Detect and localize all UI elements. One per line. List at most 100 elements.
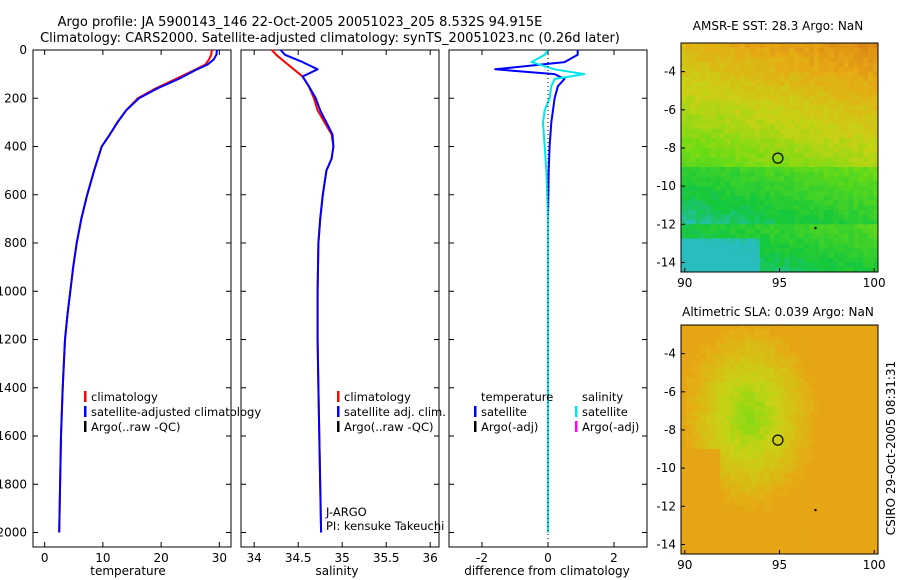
sst-map-cell xyxy=(828,214,835,220)
sst-map-cell xyxy=(789,85,795,92)
sla-map-cell xyxy=(784,329,790,335)
sst-map-cell xyxy=(710,133,716,139)
sst-map-cell xyxy=(685,209,692,216)
sst-map-cell xyxy=(853,143,859,149)
sst-map-cell xyxy=(695,209,702,216)
sla-map-cell xyxy=(720,530,726,536)
sla-map-cell xyxy=(848,377,854,383)
sst-map-cell xyxy=(858,257,864,263)
sla-map-cell xyxy=(868,325,874,331)
sla-map-cell xyxy=(754,534,761,541)
sst-map-cell xyxy=(715,248,721,254)
sst-map-cell xyxy=(710,224,716,230)
sst-map-cell xyxy=(784,200,790,206)
sla-map-cell xyxy=(779,382,785,388)
sst-map-cell xyxy=(700,71,707,77)
sst-map-cell xyxy=(848,157,854,163)
sla-map-cell xyxy=(848,406,854,412)
sla-map-cell xyxy=(774,367,780,374)
sla-map-cell xyxy=(784,420,790,426)
sst-map-cell xyxy=(749,114,756,120)
sst-map-cell xyxy=(754,262,761,268)
sla-map-cell xyxy=(809,511,815,517)
sla-map-cell xyxy=(681,387,687,393)
sla-map-cell xyxy=(873,506,878,512)
sla-map-cell xyxy=(823,358,830,364)
sst-map-cell xyxy=(730,90,736,96)
sla-map-cell xyxy=(828,520,835,526)
sst-map-cell xyxy=(873,214,878,220)
sst-map-cell xyxy=(740,257,746,263)
sla-map-cell xyxy=(710,525,716,531)
sst-map-cell xyxy=(799,62,805,68)
sst-map-cell xyxy=(710,52,716,58)
sla-map-cell xyxy=(749,463,756,469)
sla-map-cell xyxy=(863,506,869,512)
sst-map-cell xyxy=(873,143,878,149)
sst-map-cell xyxy=(695,176,702,182)
sst-map-cell xyxy=(681,109,687,115)
sla-map-cell xyxy=(868,515,874,521)
sla-map-cell xyxy=(789,491,795,498)
sla-map-cell xyxy=(700,468,707,474)
sla-map-cell xyxy=(858,468,864,474)
sst-map-xtick-label: 100 xyxy=(863,276,886,290)
sla-map-cell xyxy=(705,339,711,345)
sla-map-cell xyxy=(853,434,859,440)
sla-map-cell xyxy=(794,525,800,531)
sst-map-cell xyxy=(685,176,692,182)
sst-map-cell xyxy=(868,119,874,125)
sla-map-cell xyxy=(863,482,869,488)
sla-map-cell xyxy=(710,391,716,397)
sst-map-cell xyxy=(764,186,771,192)
sla-map-cell xyxy=(700,382,707,388)
sla-map-cell xyxy=(818,387,825,393)
sst-map-cell xyxy=(868,167,874,173)
sst-map-cell xyxy=(749,209,756,216)
sla-map-cell xyxy=(858,344,864,350)
sst-map-cell xyxy=(740,66,746,73)
sst-map-cell xyxy=(715,257,721,263)
sst-map-cell xyxy=(863,119,869,125)
sst-map-cell xyxy=(725,62,731,68)
sst-map-cell xyxy=(779,62,785,68)
sla-map-cell xyxy=(784,482,790,488)
sla-map-cell xyxy=(823,429,830,436)
sla-map-cell xyxy=(818,544,825,550)
sla-map-cell xyxy=(853,496,859,502)
sla-map-cell xyxy=(813,530,820,536)
sla-map-cell xyxy=(749,358,756,364)
sla-map-cell xyxy=(813,511,820,517)
sla-map-cell xyxy=(853,329,859,335)
sla-map-cell xyxy=(779,363,785,369)
sla-map-cell xyxy=(799,472,805,479)
sla-map-cell xyxy=(690,420,697,426)
sst-map-cell xyxy=(823,105,830,111)
sst-map-cell xyxy=(838,152,844,158)
sst-map-cell xyxy=(858,200,864,206)
sla-map-cell xyxy=(749,496,756,502)
sla-map-cell xyxy=(685,487,692,493)
sla-map-cell xyxy=(710,339,716,345)
sst-map-cell xyxy=(789,52,795,58)
sla-map-cell xyxy=(769,420,775,426)
sla-map-cell xyxy=(749,396,756,402)
sst-map-cell xyxy=(710,114,716,120)
sst-map-cell xyxy=(685,90,692,96)
sla-map-cell xyxy=(779,348,785,355)
sst-map-cell xyxy=(858,76,864,82)
sst-map-cell xyxy=(799,109,805,115)
sst-map-cell xyxy=(685,138,692,144)
sla-map-cell xyxy=(690,520,697,526)
sst-map-cell xyxy=(774,57,780,63)
sla-map-cell xyxy=(730,358,736,364)
sst-map-cell xyxy=(779,186,785,192)
sst-map-cell xyxy=(740,124,746,130)
sst-map-cell xyxy=(745,262,751,268)
sla-map-cell xyxy=(720,348,726,355)
sst-map-cell xyxy=(823,195,830,201)
sla-map-cell xyxy=(774,487,780,493)
sst-map-cell xyxy=(813,229,820,235)
sst-map-cell xyxy=(813,100,820,106)
sst-map-cell xyxy=(695,52,702,58)
